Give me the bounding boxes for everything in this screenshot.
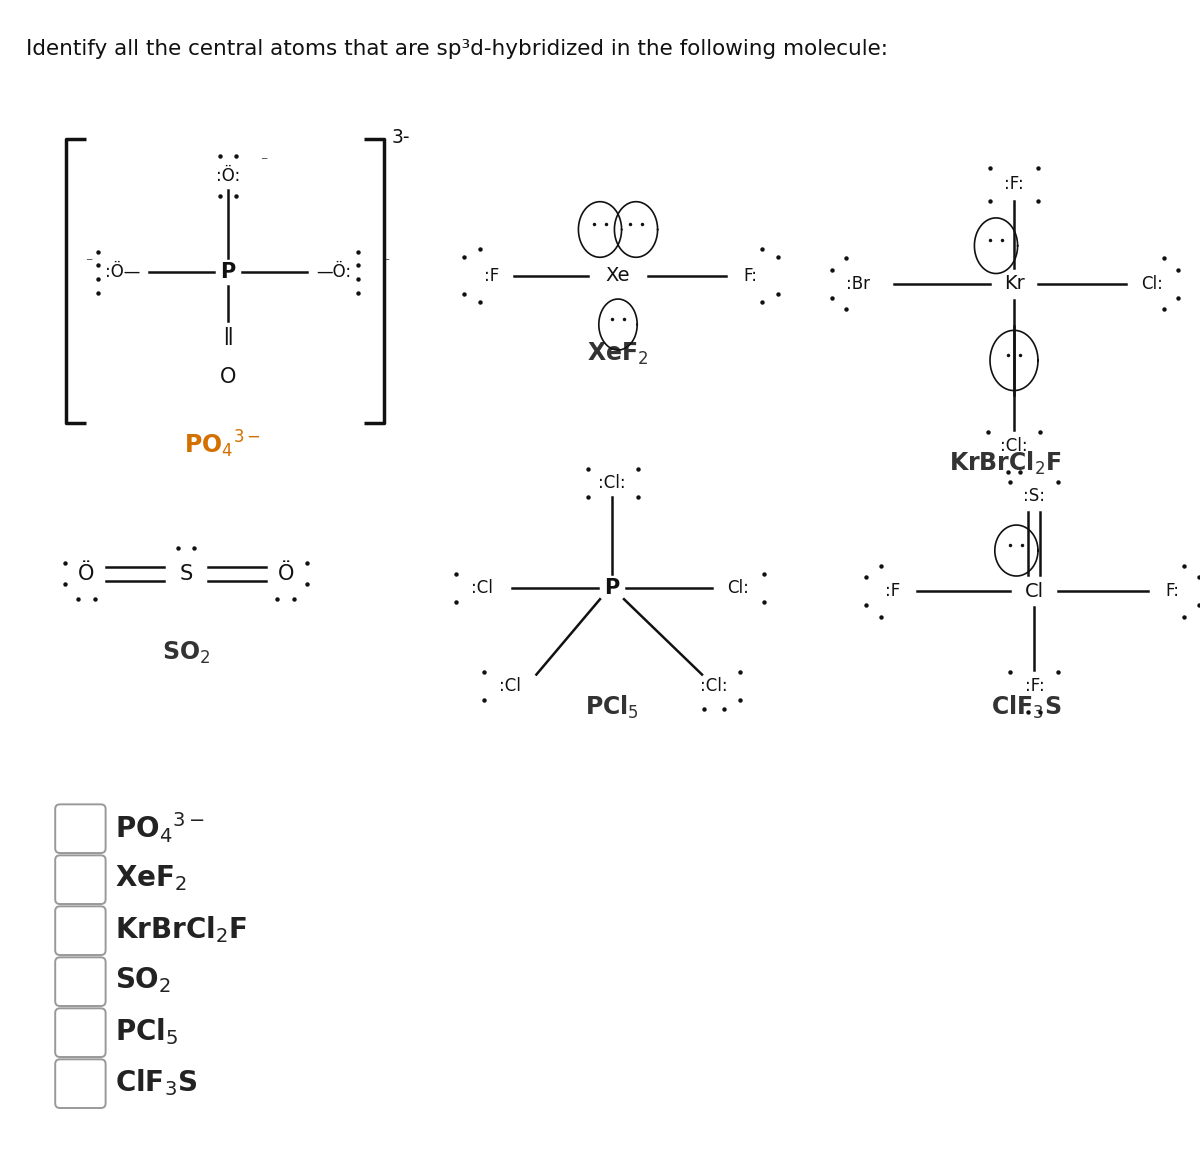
Text: O: O <box>220 366 236 387</box>
Text: :F:: :F: <box>1004 175 1024 194</box>
Text: PO$_4$$^{3-}$: PO$_4$$^{3-}$ <box>184 428 260 460</box>
Text: Xe: Xe <box>606 267 630 285</box>
Text: :F: :F <box>485 267 499 285</box>
Text: :Cl:: :Cl: <box>1000 437 1028 455</box>
Text: :F: :F <box>886 582 900 600</box>
Text: SO$_2$: SO$_2$ <box>115 965 172 996</box>
Text: :Ö—: :Ö— <box>104 263 140 282</box>
Text: PCl$_5$: PCl$_5$ <box>115 1016 179 1047</box>
Text: :Cl: :Cl <box>472 578 493 597</box>
Text: XeF$_2$: XeF$_2$ <box>115 863 187 894</box>
Text: ⁻: ⁻ <box>382 256 389 270</box>
Text: ⁻: ⁻ <box>260 155 268 169</box>
FancyBboxPatch shape <box>55 804 106 853</box>
Text: ClF$_3$S: ClF$_3$S <box>991 693 1061 721</box>
Text: ǁ: ǁ <box>223 326 233 344</box>
FancyBboxPatch shape <box>55 906 106 955</box>
Text: :Ö:: :Ö: <box>216 167 240 185</box>
Text: KrBrCl$_2$F: KrBrCl$_2$F <box>949 450 1062 478</box>
Text: :F:: :F: <box>1025 677 1044 695</box>
Text: :S:: :S: <box>1024 487 1045 505</box>
Text: Ö: Ö <box>277 563 294 584</box>
Text: :Cl: :Cl <box>499 677 521 695</box>
Text: Ö: Ö <box>78 563 95 584</box>
Text: XeF$_2$: XeF$_2$ <box>587 341 649 366</box>
Text: :Br: :Br <box>846 275 870 293</box>
Text: 3-: 3- <box>391 129 409 147</box>
Text: ClF$_3$S: ClF$_3$S <box>115 1067 198 1098</box>
Text: PO$_4$$^{3-}$: PO$_4$$^{3-}$ <box>115 810 205 845</box>
Text: F:: F: <box>1165 582 1180 600</box>
Text: Cl: Cl <box>1025 582 1044 600</box>
Text: Kr: Kr <box>1003 275 1025 293</box>
Text: S: S <box>179 563 193 584</box>
Text: SO$_2$: SO$_2$ <box>162 640 210 665</box>
Text: Cl:: Cl: <box>1141 275 1163 293</box>
Text: F:: F: <box>743 267 757 285</box>
Text: KrBrCl$_2$F: KrBrCl$_2$F <box>115 914 247 945</box>
Text: PCl$_5$: PCl$_5$ <box>586 693 638 721</box>
Text: :Cl:: :Cl: <box>700 677 728 695</box>
Text: ⁻: ⁻ <box>85 256 92 270</box>
FancyBboxPatch shape <box>55 957 106 1006</box>
FancyBboxPatch shape <box>55 855 106 904</box>
FancyBboxPatch shape <box>55 1059 106 1108</box>
FancyBboxPatch shape <box>55 1008 106 1057</box>
Text: —Ö:: —Ö: <box>316 263 352 282</box>
Text: :Cl:: :Cl: <box>598 474 626 493</box>
Text: P: P <box>605 577 619 598</box>
Text: Identify all the central atoms that are sp³d-hybridized in the following molecul: Identify all the central atoms that are … <box>26 39 888 59</box>
Text: P: P <box>221 262 235 283</box>
Text: Cl:: Cl: <box>727 578 749 597</box>
